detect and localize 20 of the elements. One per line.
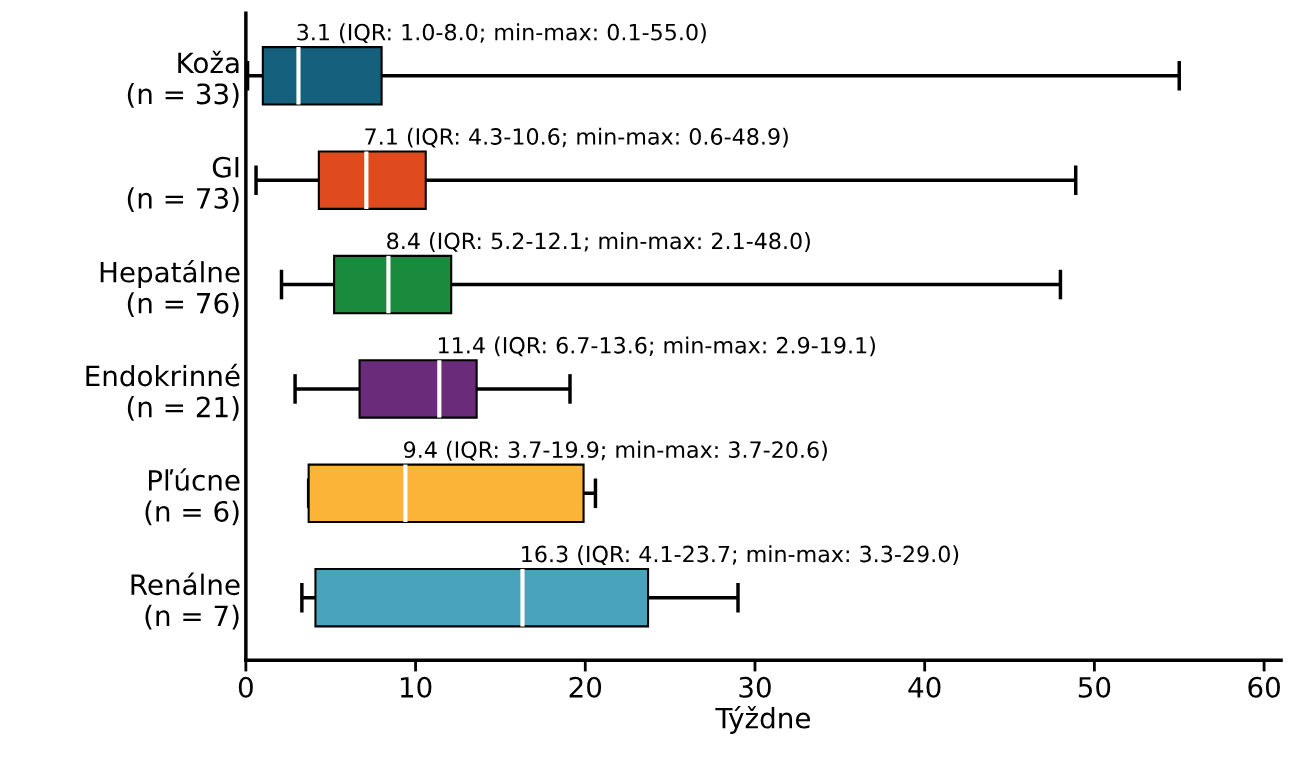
x-tick-label: 60 (1248, 676, 1280, 698)
annotation: 16.3 (IQR: 4.1-23.7; min-max: 3.3-29.0) (522, 545, 959, 566)
annotation: 3.1 (IQR: 1.0-8.0; min-max: 0.1-55.0) (297, 23, 706, 44)
x-axis-title: Týždne (715, 705, 810, 734)
x-tick-label: 30 (739, 676, 771, 698)
x-tick-label: 50 (1078, 676, 1111, 698)
annotation: 9.4 (IQR: 3.7-19.9; min-max: 3.7-20.6) (404, 440, 827, 461)
y-tick-label: GI (n = 73) (127, 156, 239, 213)
x-tick-label: 0 (238, 676, 253, 698)
x-tick-label: 40 (908, 676, 941, 698)
y-tick-label: Hepatálne (n = 76) (100, 260, 240, 317)
x-tick-label: 20 (569, 676, 602, 698)
y-tick-label: Koža (n = 33) (127, 50, 239, 108)
x-tick-label: 10 (400, 676, 432, 698)
y-tick-label: Renálne (n = 7) (131, 572, 240, 630)
annotation: 7.1 (IQR: 4.3-10.6; min-max: 0.6-48.9) (365, 127, 788, 148)
y-tick-label: Endokrinné (n = 21) (86, 363, 240, 421)
y-tick-label: Pľúcne (n = 6) (145, 468, 240, 526)
annotation: 8.4 (IQR: 5.2-12.1; min-max: 2.1-48.0) (387, 232, 810, 252)
annotation: 11.4 (IQR: 6.7-13.6; min-max: 2.9-19.1) (438, 336, 875, 357)
